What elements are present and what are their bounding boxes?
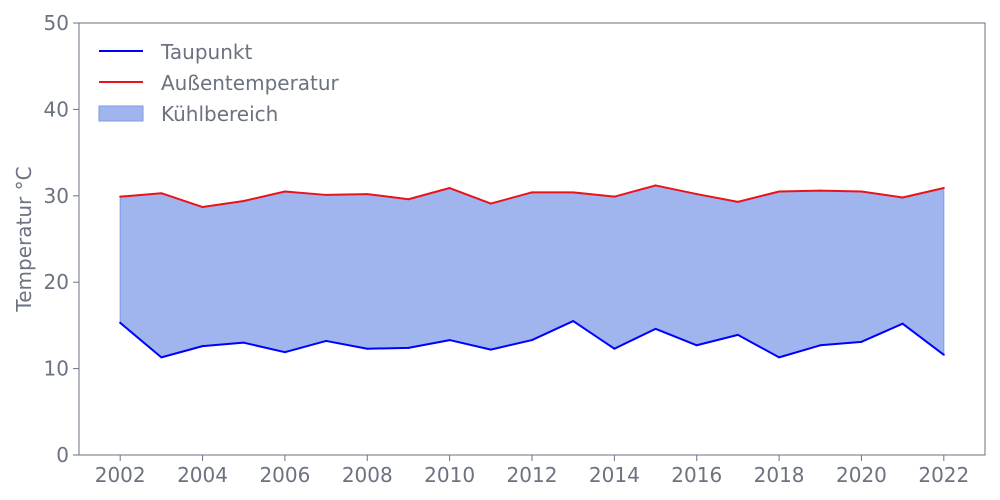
data-point-taupunkt <box>489 348 492 351</box>
x-tick-label: 2006 <box>259 463 310 487</box>
x-tick-label: 2020 <box>836 463 887 487</box>
data-point-taupunkt <box>242 341 245 344</box>
data-point-aussentemperatur <box>283 190 286 193</box>
x-tick-label: 2018 <box>754 463 805 487</box>
y-tick-label: 30 <box>44 184 69 208</box>
data-point-aussentemperatur <box>201 206 204 209</box>
data-point-taupunkt <box>119 321 122 324</box>
data-point-taupunkt <box>654 327 657 330</box>
data-point-aussentemperatur <box>325 193 328 196</box>
x-axis: 2002 2004 2006 2008 2010 2012 2014 2016 2018 2020… <box>95 455 969 487</box>
x-tick-label: 2002 <box>95 463 146 487</box>
x-tick-label: 2022 <box>918 463 969 487</box>
x-tick-label: 2008 <box>342 463 393 487</box>
y-tick-label: 40 <box>44 97 69 121</box>
data-point-taupunkt <box>572 320 575 323</box>
legend: Taupunkt Außentemperatur Kühlbereich <box>98 40 340 126</box>
data-point-aussentemperatur <box>819 189 822 192</box>
area-kuehlbereich <box>119 184 945 358</box>
x-tick-label: 2014 <box>589 463 640 487</box>
data-point-aussentemperatur <box>366 193 369 196</box>
fill-layer <box>119 184 945 358</box>
data-point-taupunkt <box>942 353 945 356</box>
data-point-taupunkt <box>819 344 822 347</box>
y-tick-label: 0 <box>56 443 69 467</box>
legend-label-taupunkt: Taupunkt <box>160 40 252 64</box>
series-layer <box>119 184 945 359</box>
data-point-aussentemperatur <box>242 199 245 202</box>
data-point-taupunkt <box>695 344 698 347</box>
data-point-taupunkt <box>531 339 533 342</box>
data-point-taupunkt <box>160 356 163 359</box>
data-point-taupunkt <box>860 340 863 343</box>
data-point-taupunkt <box>778 356 781 359</box>
data-point-taupunkt <box>201 345 204 348</box>
y-tick-label: 20 <box>44 270 69 294</box>
data-point-taupunkt <box>613 347 616 350</box>
data-point-aussentemperatur <box>448 187 451 190</box>
legend-swatch-kuehlbereich <box>98 105 144 122</box>
x-tick-label: 2012 <box>507 463 558 487</box>
y-tick-label: 50 <box>44 11 69 35</box>
x-tick-label: 2004 <box>177 463 228 487</box>
x-tick-label: 2016 <box>671 463 722 487</box>
y-axis: 0 10 20 30 40 50 <box>44 11 79 467</box>
data-point-aussentemperatur <box>572 191 575 194</box>
y-tick-label: 10 <box>44 357 69 381</box>
legend-label-kuehlbereich: Kühlbereich <box>161 102 278 126</box>
data-point-taupunkt <box>325 339 328 342</box>
data-point-aussentemperatur <box>489 202 492 205</box>
data-point-taupunkt <box>448 339 451 342</box>
data-point-aussentemperatur <box>407 198 410 201</box>
data-point-aussentemperatur <box>119 195 122 198</box>
data-point-aussentemperatur <box>654 184 657 187</box>
data-point-taupunkt <box>736 333 739 336</box>
y-axis-title: Temperatur °C <box>12 166 36 312</box>
x-tick-label: 2010 <box>424 463 475 487</box>
data-point-aussentemperatur <box>942 187 945 190</box>
legend-label-aussentemperatur: Außentemperatur <box>161 71 340 95</box>
data-point-aussentemperatur <box>901 196 904 199</box>
data-point-taupunkt <box>407 346 410 349</box>
data-point-aussentemperatur <box>613 195 616 198</box>
data-point-taupunkt <box>283 351 286 354</box>
data-point-aussentemperatur <box>531 191 533 194</box>
data-point-aussentemperatur <box>778 190 781 193</box>
data-point-aussentemperatur <box>736 200 739 203</box>
data-point-aussentemperatur <box>160 192 163 195</box>
data-point-taupunkt <box>901 322 904 325</box>
data-point-taupunkt <box>366 347 369 350</box>
data-point-aussentemperatur <box>695 193 698 196</box>
data-point-aussentemperatur <box>860 190 863 193</box>
